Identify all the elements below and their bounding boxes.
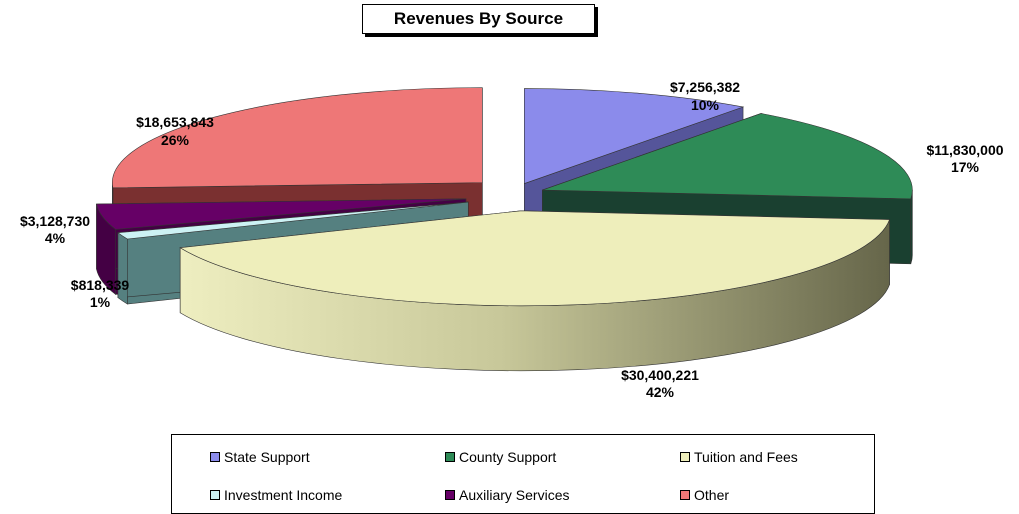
legend-item: County Support — [445, 449, 556, 465]
data-label-percent: 26% — [161, 132, 190, 148]
data-label-value: $3,128,730 — [20, 213, 90, 229]
legend-label: Tuition and Fees — [694, 449, 798, 465]
pie-slice-tuition-and-fees — [179, 210, 890, 372]
legend-label: State Support — [224, 449, 310, 465]
legend-swatch — [680, 490, 690, 500]
legend-label: Auxiliary Services — [459, 487, 570, 503]
legend-swatch — [445, 452, 455, 462]
data-label-percent: 42% — [646, 384, 675, 400]
data-label-percent: 4% — [45, 230, 66, 246]
legend-item: Auxiliary Services — [445, 487, 569, 503]
chart-title: Revenues By Source — [362, 4, 595, 34]
data-label-value: $18,653,843 — [136, 114, 214, 130]
data-label-percent: 10% — [691, 97, 720, 113]
legend-swatch — [445, 490, 455, 500]
legend-swatch — [680, 452, 690, 462]
legend-item: Other — [680, 487, 729, 503]
data-label-value: $30,400,221 — [621, 367, 699, 383]
data-label-percent: 1% — [90, 294, 111, 310]
data-label-value: $7,256,382 — [670, 79, 740, 95]
legend-swatch — [210, 490, 220, 500]
legend-label: Other — [694, 487, 730, 503]
legend-swatch — [210, 452, 220, 462]
legend-item: State Support — [210, 449, 310, 465]
legend-label: County Support — [459, 449, 557, 465]
legend-item: Investment Income — [210, 487, 342, 503]
data-label-value: $11,830,000 — [926, 142, 1003, 158]
chart-legend: State Support County Support Tuition and F… — [171, 434, 875, 514]
legend-item: Tuition and Fees — [680, 449, 798, 465]
data-label-percent: 17% — [951, 159, 980, 175]
legend-label: Investment Income — [224, 487, 343, 503]
data-label-value: $818,339 — [71, 277, 130, 293]
